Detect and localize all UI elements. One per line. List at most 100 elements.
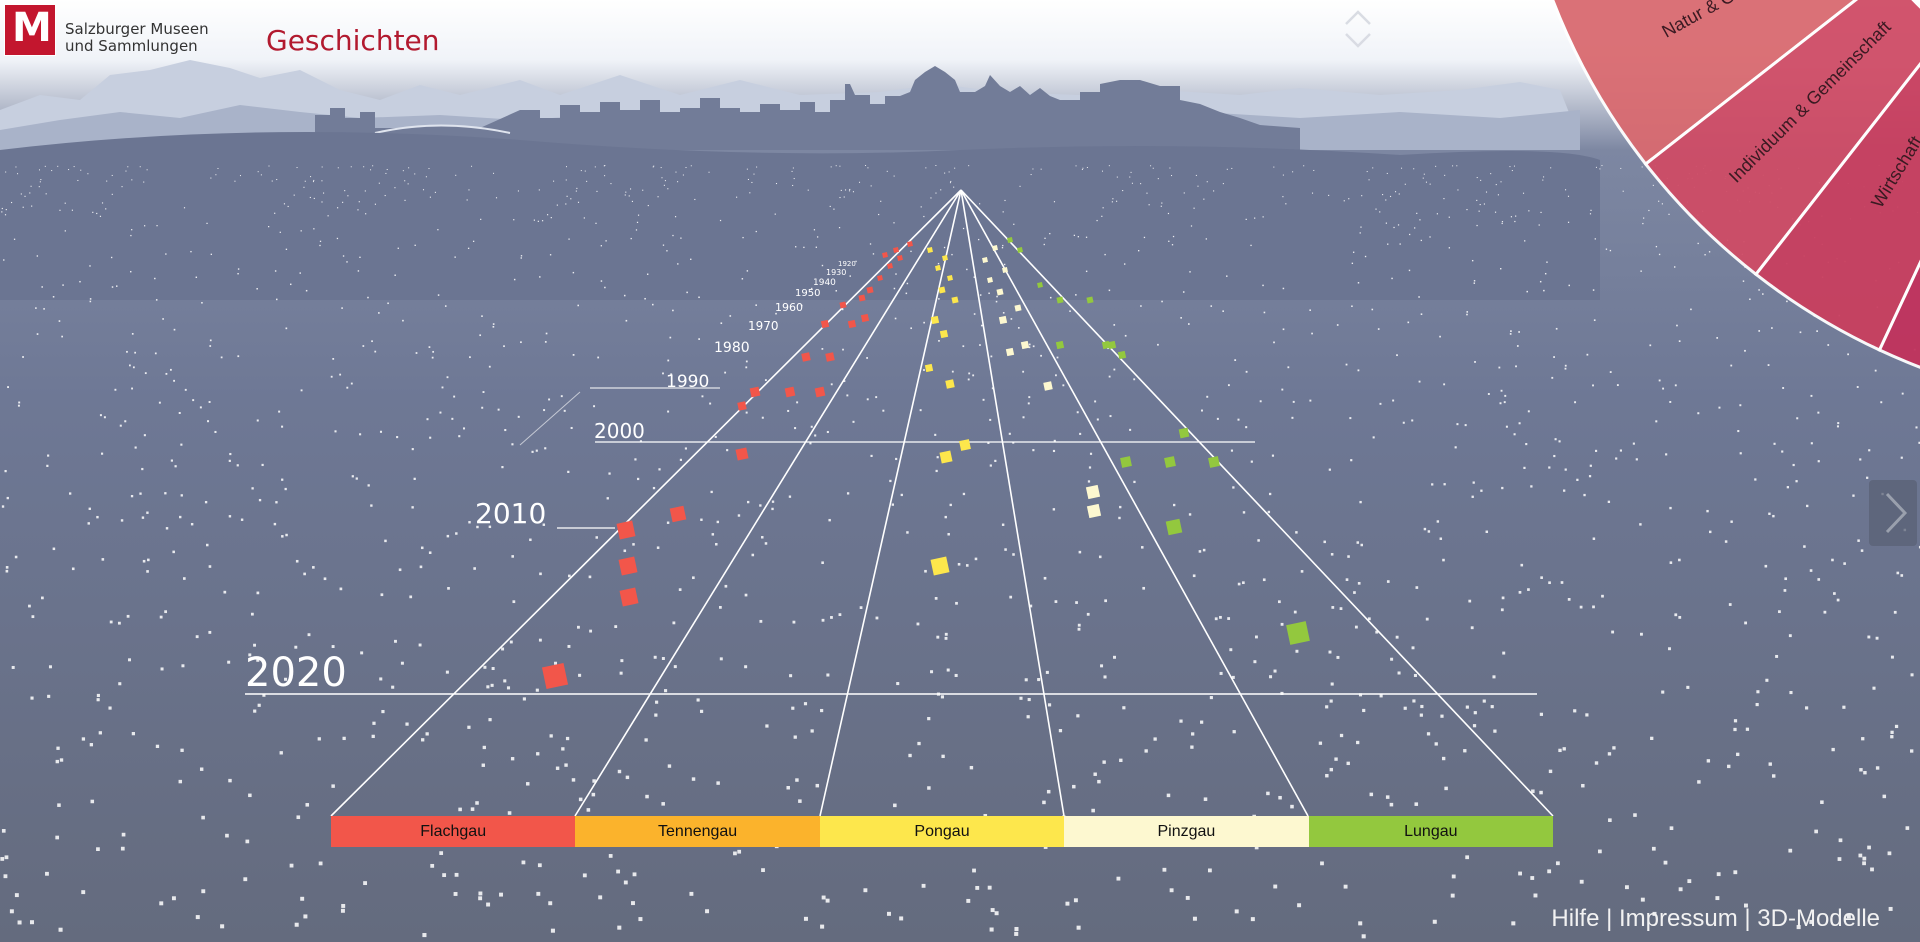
story-cube[interactable] [801, 352, 811, 362]
next-button[interactable] [1869, 480, 1917, 546]
region-tennengau[interactable]: Tennengau [575, 816, 820, 847]
story-cube[interactable] [749, 386, 761, 398]
story-cube[interactable] [1208, 456, 1220, 468]
story-cube[interactable] [1178, 427, 1190, 439]
page-title: Geschichten [266, 24, 440, 57]
year-label: 1970 [748, 319, 779, 333]
story-cube[interactable] [942, 255, 948, 261]
story-cube[interactable] [616, 520, 636, 540]
year-label: 2010 [475, 497, 547, 530]
category-wheel: Natur & GeschichteIndividuum & Gemeinsch… [1551, 0, 1920, 400]
story-cube[interactable] [1101, 340, 1111, 350]
year-label: 1940 [813, 278, 836, 288]
story-cube[interactable] [1117, 350, 1127, 360]
story-cube[interactable] [959, 439, 971, 451]
story-cube[interactable] [847, 319, 857, 329]
hills [0, 132, 1600, 300]
story-cube[interactable] [1037, 282, 1043, 288]
org-name-line1: Salzburger Museen [65, 20, 209, 38]
year-label: 1980 [714, 340, 750, 356]
story-cube[interactable] [882, 252, 888, 258]
footer-links: Hilfe | Impressum | 3D-Modelle [1551, 905, 1880, 933]
footer-separator: | [1737, 905, 1758, 932]
models-link[interactable]: 3D-Modelle [1757, 905, 1880, 932]
region-lungau[interactable]: Lungau [1308, 816, 1554, 847]
story-cube[interactable] [825, 352, 835, 362]
story-cube[interactable] [820, 319, 830, 329]
story-cube[interactable] [1020, 340, 1030, 350]
city-skyline [315, 66, 1300, 150]
help-link[interactable]: Hilfe [1551, 905, 1600, 932]
story-cube[interactable] [939, 329, 949, 339]
up-down-icon[interactable] [1342, 6, 1374, 52]
story-cube[interactable] [897, 255, 903, 261]
region-pinzgau[interactable]: Pinzgau [1064, 816, 1309, 847]
category-kunst[interactable] [1877, 69, 1920, 400]
story-cube[interactable] [982, 257, 988, 263]
story-cube[interactable] [930, 315, 940, 325]
year-label: 2000 [594, 419, 645, 443]
story-cube[interactable] [737, 401, 747, 411]
story-cube[interactable] [858, 294, 866, 302]
story-cube[interactable] [1086, 296, 1094, 304]
story-cube[interactable] [987, 277, 993, 283]
region-legend: Flachgau Tennengau Pongau Pinzgau Lungau [331, 816, 1554, 847]
story-cube[interactable] [1286, 621, 1310, 645]
grid-lines [245, 189, 1554, 817]
story-cube[interactable] [1017, 247, 1023, 253]
story-cube[interactable] [1164, 456, 1176, 468]
story-cube[interactable] [947, 275, 953, 281]
story-cube[interactable] [839, 301, 847, 309]
org-name-line2: und Sammlungen [65, 37, 198, 55]
story-cube[interactable] [887, 263, 893, 269]
story-cube[interactable] [907, 241, 913, 247]
story-cube[interactable] [1005, 347, 1015, 357]
story-cube[interactable] [927, 247, 933, 253]
region-pongau[interactable]: Pongau [819, 816, 1065, 847]
imprint-link[interactable]: Impressum [1619, 905, 1738, 932]
footer-separator: | [1599, 905, 1620, 932]
year-label: 2020 [245, 650, 347, 696]
story-cube[interactable] [951, 296, 959, 304]
story-cube[interactable] [1043, 381, 1053, 391]
story-cube[interactable] [930, 556, 950, 576]
story-cube[interactable] [1085, 484, 1101, 500]
year-label: 1960 [775, 301, 803, 314]
story-cube[interactable] [992, 245, 998, 251]
story-cube[interactable] [1165, 518, 1183, 536]
story-cube[interactable] [1002, 267, 1008, 273]
story-cube[interactable] [893, 247, 899, 253]
region-flachgau[interactable]: Flachgau [331, 816, 576, 847]
story-cube[interactable] [1086, 503, 1102, 519]
chevron-right-icon [1885, 492, 1908, 534]
bridge [374, 124, 511, 134]
story-cube[interactable] [998, 315, 1008, 325]
story-cube[interactable] [1014, 304, 1022, 312]
story-cube[interactable] [945, 379, 955, 389]
story-cube[interactable] [1120, 456, 1132, 468]
story-cube[interactable] [814, 386, 826, 398]
story-cube[interactable] [1007, 237, 1013, 243]
story-cube[interactable] [866, 286, 874, 294]
story-cube[interactable] [669, 505, 687, 523]
story-cubes[interactable] [541, 237, 1310, 690]
story-cube[interactable] [924, 363, 934, 373]
year-label: 1930 [826, 268, 847, 277]
story-cube[interactable] [860, 313, 870, 323]
story-cube[interactable] [1055, 340, 1065, 350]
story-cube[interactable] [618, 556, 638, 576]
story-cube[interactable] [939, 450, 953, 464]
story-cube[interactable] [935, 265, 941, 271]
museum-logo[interactable]: M [4, 4, 56, 56]
story-cube[interactable] [735, 447, 749, 461]
story-cube[interactable] [996, 288, 1004, 296]
story-cube[interactable] [877, 275, 883, 281]
year-label: 1990 [666, 372, 710, 392]
story-cube[interactable] [938, 286, 946, 294]
story-cube[interactable] [784, 386, 796, 398]
story-cube[interactable] [541, 662, 569, 690]
story-cube[interactable] [619, 587, 639, 607]
year-label: 1950 [795, 288, 821, 299]
story-cube[interactable] [1056, 296, 1064, 304]
